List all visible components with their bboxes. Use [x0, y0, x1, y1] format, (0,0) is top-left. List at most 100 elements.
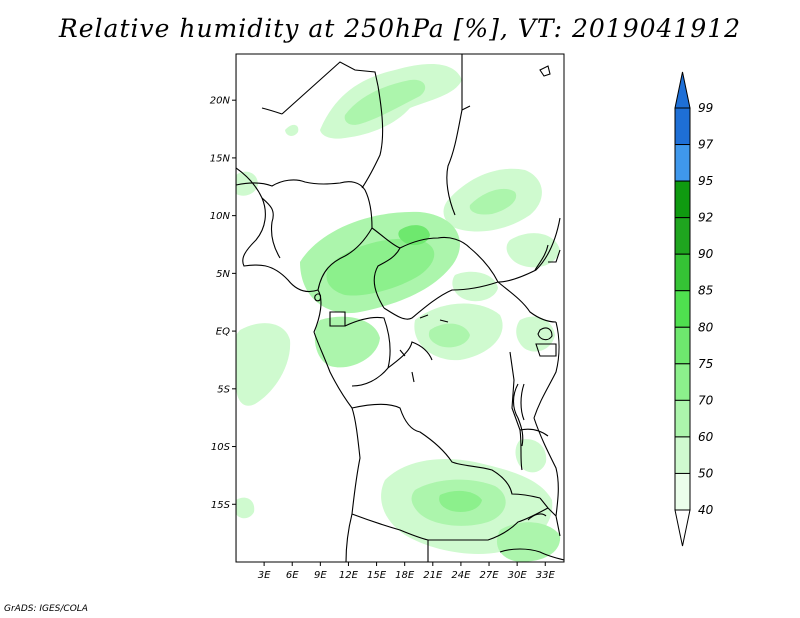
lon-tick-label: 30E — [508, 570, 528, 581]
humidity-patch — [515, 439, 547, 473]
humidity-patch — [428, 323, 470, 348]
colorbar-segment — [674, 144, 691, 182]
colorbar-segment — [674, 399, 691, 438]
border-line — [351, 403, 541, 499]
border-line — [519, 428, 549, 437]
border-line — [499, 548, 564, 561]
border-line — [371, 227, 471, 249]
colorbar-top-arrow — [674, 71, 691, 109]
border-line — [281, 61, 379, 115]
border-line — [539, 497, 561, 537]
colorbar-segment — [674, 290, 691, 328]
colorbar-label: 95 — [698, 174, 713, 188]
border-line — [236, 179, 373, 229]
lake-outline — [527, 513, 547, 521]
colorbar-label: 60 — [698, 430, 714, 444]
west-africa-coastline — [236, 167, 361, 562]
border-line — [533, 321, 560, 419]
humidity-patch — [439, 490, 482, 512]
colorbar-label: 80 — [698, 320, 714, 334]
lat-tick-label: 5N — [216, 269, 230, 280]
border-line — [261, 107, 283, 115]
country-borders — [236, 54, 564, 562]
lon-tick-label: 21E — [423, 570, 443, 581]
border-line — [446, 109, 463, 216]
border-line — [261, 197, 281, 259]
humidity-patch — [469, 188, 517, 215]
lat-tick-label: 10S — [211, 442, 231, 453]
island-outline — [314, 293, 322, 302]
colorbar-bottom-arrow — [674, 509, 691, 547]
colorbar-segment — [674, 253, 691, 292]
humidity-patch — [236, 497, 255, 519]
border-line — [461, 54, 471, 111]
colorbar-segment — [674, 217, 691, 255]
lat-tick-label: 10N — [210, 211, 231, 222]
colorbar-segment — [674, 472, 691, 511]
colorbar-legend: 99 97 95 92 90 85 80 75 70 60 50 40 — [674, 71, 714, 547]
colorbar-label: 99 — [698, 101, 713, 115]
lon-tick-label: 33E — [536, 570, 556, 581]
lat-tick-label: 20N — [210, 96, 231, 107]
lon-tick-label: 27E — [480, 570, 500, 581]
lake-outline — [537, 327, 553, 341]
lake-outline — [399, 349, 415, 383]
humidity-patch — [326, 238, 435, 296]
humidity-patch — [314, 316, 380, 368]
lat-tick-label: EQ — [216, 327, 230, 338]
border-line — [497, 281, 557, 323]
map-frame — [235, 53, 565, 563]
colorbar-label: 97 — [698, 138, 714, 152]
border-line — [373, 247, 401, 309]
humidity-patch — [506, 233, 560, 268]
colorbar-segment — [674, 363, 691, 401]
colorbar-label: 70 — [698, 393, 714, 407]
humidity-patch — [285, 124, 299, 136]
lon-tick-label: 18E — [395, 570, 415, 581]
lake-outline — [520, 383, 525, 421]
lon-tick-label: 12E — [339, 570, 359, 581]
map-title: Relative humidity at 250hPa [%], VT: 201… — [58, 14, 742, 43]
humidity-patch — [452, 271, 498, 302]
border-line — [351, 367, 389, 387]
humidity-patch — [516, 316, 555, 352]
colorbar-label: 40 — [698, 503, 714, 517]
colorbar-label: 85 — [698, 284, 713, 298]
colorbar-label: 75 — [698, 357, 713, 371]
border-line — [361, 85, 384, 189]
lon-tick-label: 6E — [286, 570, 299, 581]
colorbar-label: 50 — [698, 466, 714, 480]
border-line — [548, 249, 561, 263]
lake-outline — [419, 314, 449, 323]
humidity-shading — [236, 64, 561, 562]
border-line — [535, 343, 557, 357]
border-line — [344, 316, 391, 369]
border-line — [533, 417, 559, 517]
longitude-axis: 3E 6E 9E 12E 15E 18E 21E 24E 27E 30E 33E — [258, 562, 556, 581]
colorbar-label: 92 — [698, 211, 713, 225]
border-line — [351, 513, 429, 562]
grads-credit: GrADS: IGES/COLA — [4, 604, 88, 614]
border-line — [469, 217, 561, 283]
humidity-patch — [496, 522, 561, 562]
border-line — [317, 227, 373, 291]
lon-tick-label: 9E — [314, 570, 327, 581]
colorbar-segment — [674, 107, 691, 146]
border-line — [383, 281, 499, 320]
lon-tick-label: 3E — [258, 570, 271, 581]
humidity-patch — [344, 79, 426, 125]
border-line — [509, 351, 523, 471]
lat-tick-label: 5S — [217, 384, 230, 395]
colorbar-segment — [674, 326, 691, 365]
humidity-patch — [236, 323, 291, 406]
lat-tick-label: 15S — [211, 500, 231, 511]
colorbar-segment — [674, 180, 691, 219]
lon-tick-label: 15E — [367, 570, 387, 581]
lon-tick-label: 24E — [451, 570, 471, 581]
colorbar-label: 90 — [698, 247, 714, 261]
latitude-axis: 20N 15N 10N 5N EQ 5S 10S 15S — [210, 96, 236, 511]
border-line — [387, 341, 433, 369]
lat-tick-label: 15N — [210, 153, 231, 164]
island-outline — [539, 65, 551, 77]
